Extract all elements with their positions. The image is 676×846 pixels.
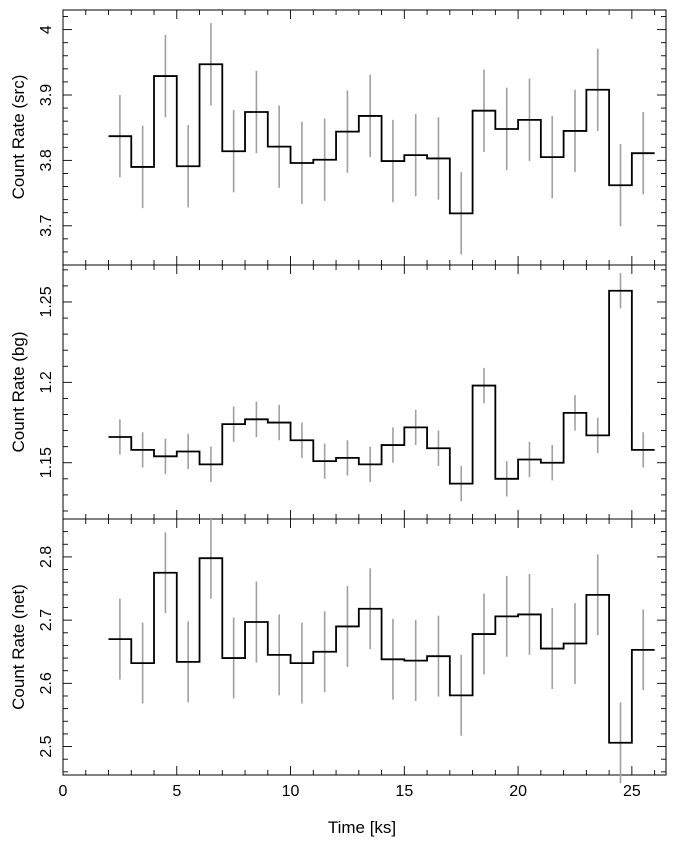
panel-net-ytick-label: 2.8: [38, 546, 55, 568]
panel-bg: 1.15 1.2 1.25 Count Rate (bg): [9, 264, 667, 520]
x-tick-label: 5: [172, 783, 181, 800]
panel-net-ytick-label: 2.7: [38, 609, 55, 631]
panel-bg-frame: [62, 264, 667, 520]
x-tick-label: 25: [623, 783, 641, 800]
x-tick-label: 0: [59, 783, 68, 800]
panel-bg-ytick-label: 1.2: [38, 371, 55, 393]
panel-src-step-line: [108, 63, 655, 215]
panel-src-yticklabels: 3.7 3.8 3.9 4: [38, 25, 55, 237]
panel-net-grid-ticks: [62, 518, 666, 775]
panel-bg-ylabel: Count Rate (bg): [9, 332, 28, 453]
panel-src-ylabel: Count Rate (src): [9, 75, 28, 200]
panel-net-yticklabels: 2.5 2.6 2.7 2.8: [38, 546, 55, 758]
panel-net-xticklabels: 0 5 10 15 20 25: [59, 783, 641, 800]
panel-net-step-line: [108, 557, 655, 744]
panel-bg-yticklabels: 1.15 1.2 1.25: [38, 286, 55, 478]
panel-src: 3.7 3.8 3.9 4 Count Rate (src): [9, 9, 667, 266]
x-tick-label: 15: [395, 783, 413, 800]
panel-net-frame: [62, 518, 667, 776]
panel-net-ytick-label: 2.6: [38, 672, 55, 694]
panel-bg-step-line: [108, 289, 655, 485]
panel-bg-errorbars: [119, 273, 645, 502]
panel-src-ytick-label: 3.8: [38, 149, 55, 171]
x-tick-label: 10: [282, 783, 300, 800]
panel-src-ytick-label: 3.7: [38, 215, 55, 237]
panel-bg-ytick-label: 1.25: [38, 286, 55, 317]
panel-net-ylabel: Count Rate (net): [9, 584, 28, 710]
x-tick-label: 20: [509, 783, 527, 800]
panel-src-ytick-label: 3.9: [38, 84, 55, 106]
panel-bg-ytick-label: 1.15: [38, 447, 55, 478]
panel-net: 2.5 2.6 2.7 2.8 0 5 10 15 20 25 Count Rate (net)…: [9, 517, 667, 837]
panel-src-ytick-label: 4: [38, 25, 55, 34]
panel-src-grid-ticks: [62, 10, 666, 266]
panel-net-ytick-label: 2.5: [38, 735, 55, 757]
panel-bg-grid-ticks: [62, 265, 666, 519]
x-axis-label: Time [ks]: [328, 818, 396, 837]
